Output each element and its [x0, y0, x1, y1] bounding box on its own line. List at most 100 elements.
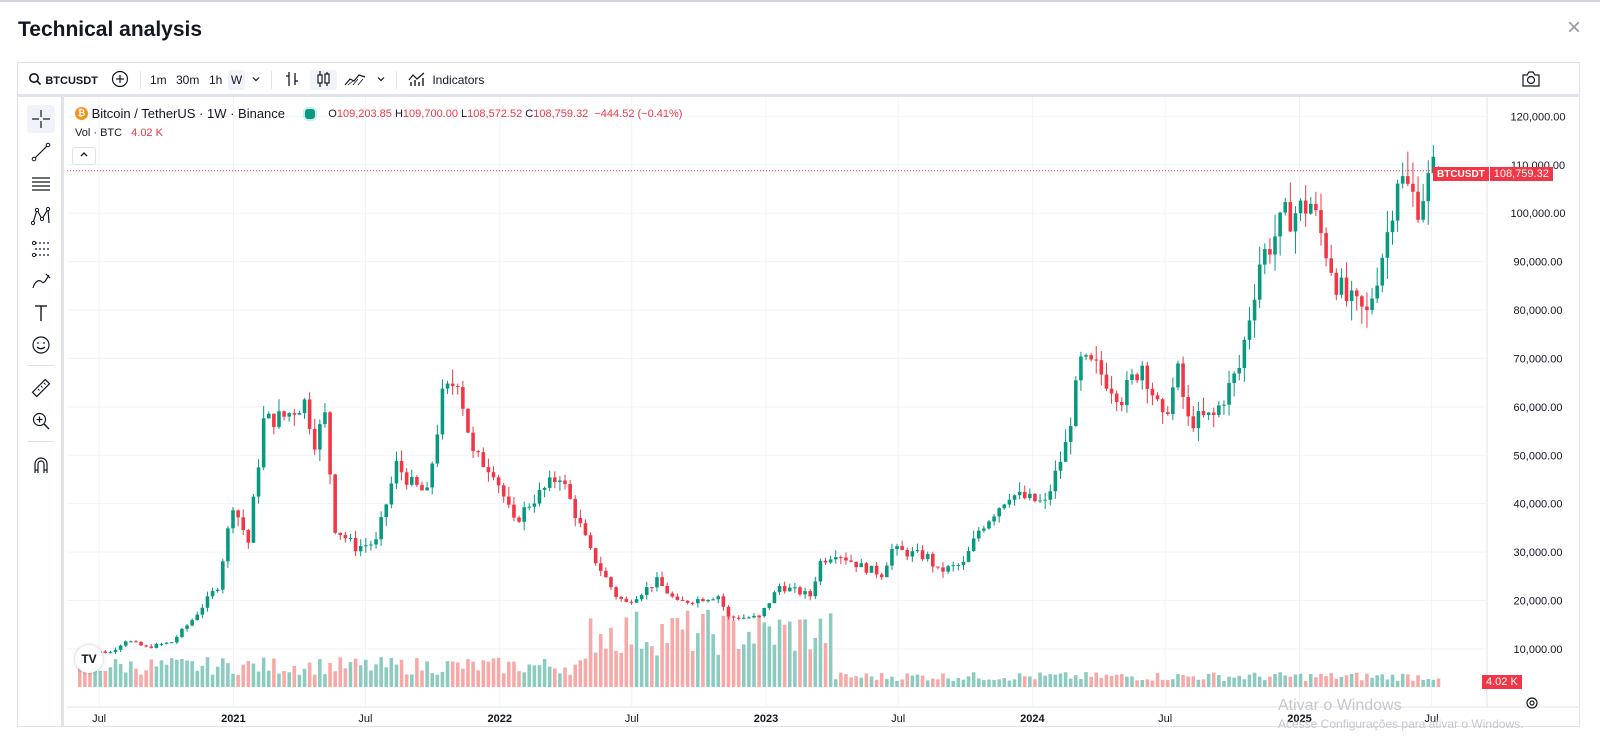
- trend-line-tool[interactable]: [27, 138, 55, 166]
- symbol-search-button[interactable]: BTCUSDT: [28, 70, 98, 90]
- modal-title: Technical analysis: [18, 18, 202, 42]
- candle-body: [844, 557, 848, 560]
- candle-body: [1161, 399, 1165, 412]
- candle-body: [1094, 360, 1098, 361]
- volume-bar: [482, 660, 486, 687]
- collapse-legend-button[interactable]: [72, 147, 96, 165]
- candle-body: [124, 641, 128, 645]
- candle-body: [711, 599, 715, 600]
- volume-bar: [410, 674, 414, 687]
- indicators-button[interactable]: Indicators: [408, 70, 484, 90]
- candle-body: [1391, 221, 1395, 233]
- window-top-border: [0, 0, 1600, 2]
- candle-body: [671, 593, 675, 596]
- volume-bar: [900, 679, 904, 687]
- magnet-tool[interactable]: [27, 451, 55, 479]
- candle-body: [778, 586, 782, 592]
- candle-body: [1278, 213, 1282, 237]
- candle-body: [1151, 389, 1155, 395]
- candle-body: [568, 484, 572, 499]
- volume-bar: [236, 675, 240, 687]
- emoji-tool[interactable]: [27, 331, 55, 359]
- zoom-in-tool[interactable]: [27, 407, 55, 435]
- candle-body: [374, 539, 378, 544]
- volume-bar: [665, 643, 669, 687]
- candle-body: [149, 647, 153, 648]
- volume-bar: [1253, 673, 1257, 687]
- volume-bar: [1197, 680, 1201, 687]
- volume-bar: [364, 660, 368, 687]
- volume-bar: [691, 651, 695, 687]
- candles-style-button[interactable]: [310, 70, 337, 90]
- volume-bar: [1355, 673, 1359, 687]
- text-tool[interactable]: [27, 299, 55, 327]
- volume-bar: [941, 673, 945, 687]
- candle-body: [1217, 405, 1221, 415]
- volume-bar: [905, 674, 909, 687]
- chart-toolbar: BTCUSDT 1m 30m 1h W: [18, 63, 1579, 97]
- candle-body: [436, 434, 440, 463]
- candle-body: [905, 550, 909, 556]
- interval-dropdown[interactable]: [251, 70, 261, 90]
- interval-1h[interactable]: 1h: [209, 70, 222, 90]
- volume-bar: [1048, 674, 1052, 687]
- volume-bar: [303, 669, 307, 687]
- snapshot-button[interactable]: [1520, 69, 1542, 94]
- volume-bar: [405, 674, 409, 687]
- area-style-button[interactable]: [344, 70, 366, 90]
- candle-body: [594, 548, 598, 563]
- volume-bar: [1100, 678, 1104, 687]
- volume-bar: [962, 680, 966, 687]
- price-chart[interactable]: 10,000.00 20,000.00 30,000.00 40,000.00 50,0…: [67, 97, 1579, 726]
- measure-tool[interactable]: [27, 374, 55, 402]
- crosshair-tool[interactable]: [27, 105, 55, 133]
- candle-body: [241, 517, 245, 530]
- volume-bar: [630, 644, 634, 687]
- candle-body: [390, 483, 394, 504]
- candle-body: [1146, 366, 1150, 389]
- candle-body: [1324, 233, 1328, 258]
- volume-bar: [1166, 680, 1170, 687]
- chart-pane[interactable]: 10,000.00 20,000.00 30,000.00 40,000.00 50,0…: [67, 97, 1579, 726]
- candle-body: [1243, 340, 1247, 368]
- volume-bar: [742, 644, 746, 687]
- candle-body: [829, 559, 833, 562]
- pattern-tool[interactable]: [27, 202, 55, 230]
- interval-30m[interactable]: 30m: [176, 70, 199, 90]
- candle-body: [1197, 411, 1201, 428]
- candle-body: [1319, 210, 1323, 233]
- close-icon[interactable]: ×: [1564, 18, 1584, 38]
- candle-body: [788, 588, 792, 592]
- chart-type-dropdown[interactable]: [376, 70, 386, 90]
- volume-bar: [747, 632, 751, 687]
- brush-tool[interactable]: [27, 267, 55, 295]
- volume-bar: [333, 671, 337, 687]
- candle-body: [900, 546, 904, 550]
- candle-body: [1110, 389, 1114, 394]
- candle-body: [134, 641, 138, 642]
- candle-body: [849, 560, 853, 561]
- candle-body: [338, 533, 342, 535]
- volume-bar: [328, 663, 332, 687]
- volume-bar: [517, 671, 521, 687]
- volume-bar: [425, 661, 429, 687]
- volume-bar: [344, 668, 348, 687]
- candle-body: [1426, 173, 1430, 201]
- fib-retracement-tool[interactable]: [27, 170, 55, 198]
- candle-body: [967, 551, 971, 562]
- volume-bar: [1432, 680, 1436, 687]
- volume-bar: [1207, 674, 1211, 687]
- volume-bar: [1038, 673, 1042, 687]
- windows-activation-title: Ativar o Windows: [1278, 697, 1402, 715]
- candle-body: [987, 521, 991, 528]
- candle-body: [599, 563, 603, 571]
- compare-button[interactable]: [111, 70, 129, 90]
- interval-1m[interactable]: 1m: [150, 70, 167, 90]
- scale-settings-button[interactable]: [1525, 696, 1539, 710]
- bars-style-button[interactable]: [284, 70, 300, 90]
- interval-w[interactable]: W: [228, 70, 245, 90]
- candle-body: [502, 485, 506, 496]
- volume-bar: [798, 620, 802, 687]
- volume-bar: [589, 618, 593, 687]
- forecast-tool[interactable]: [27, 235, 55, 263]
